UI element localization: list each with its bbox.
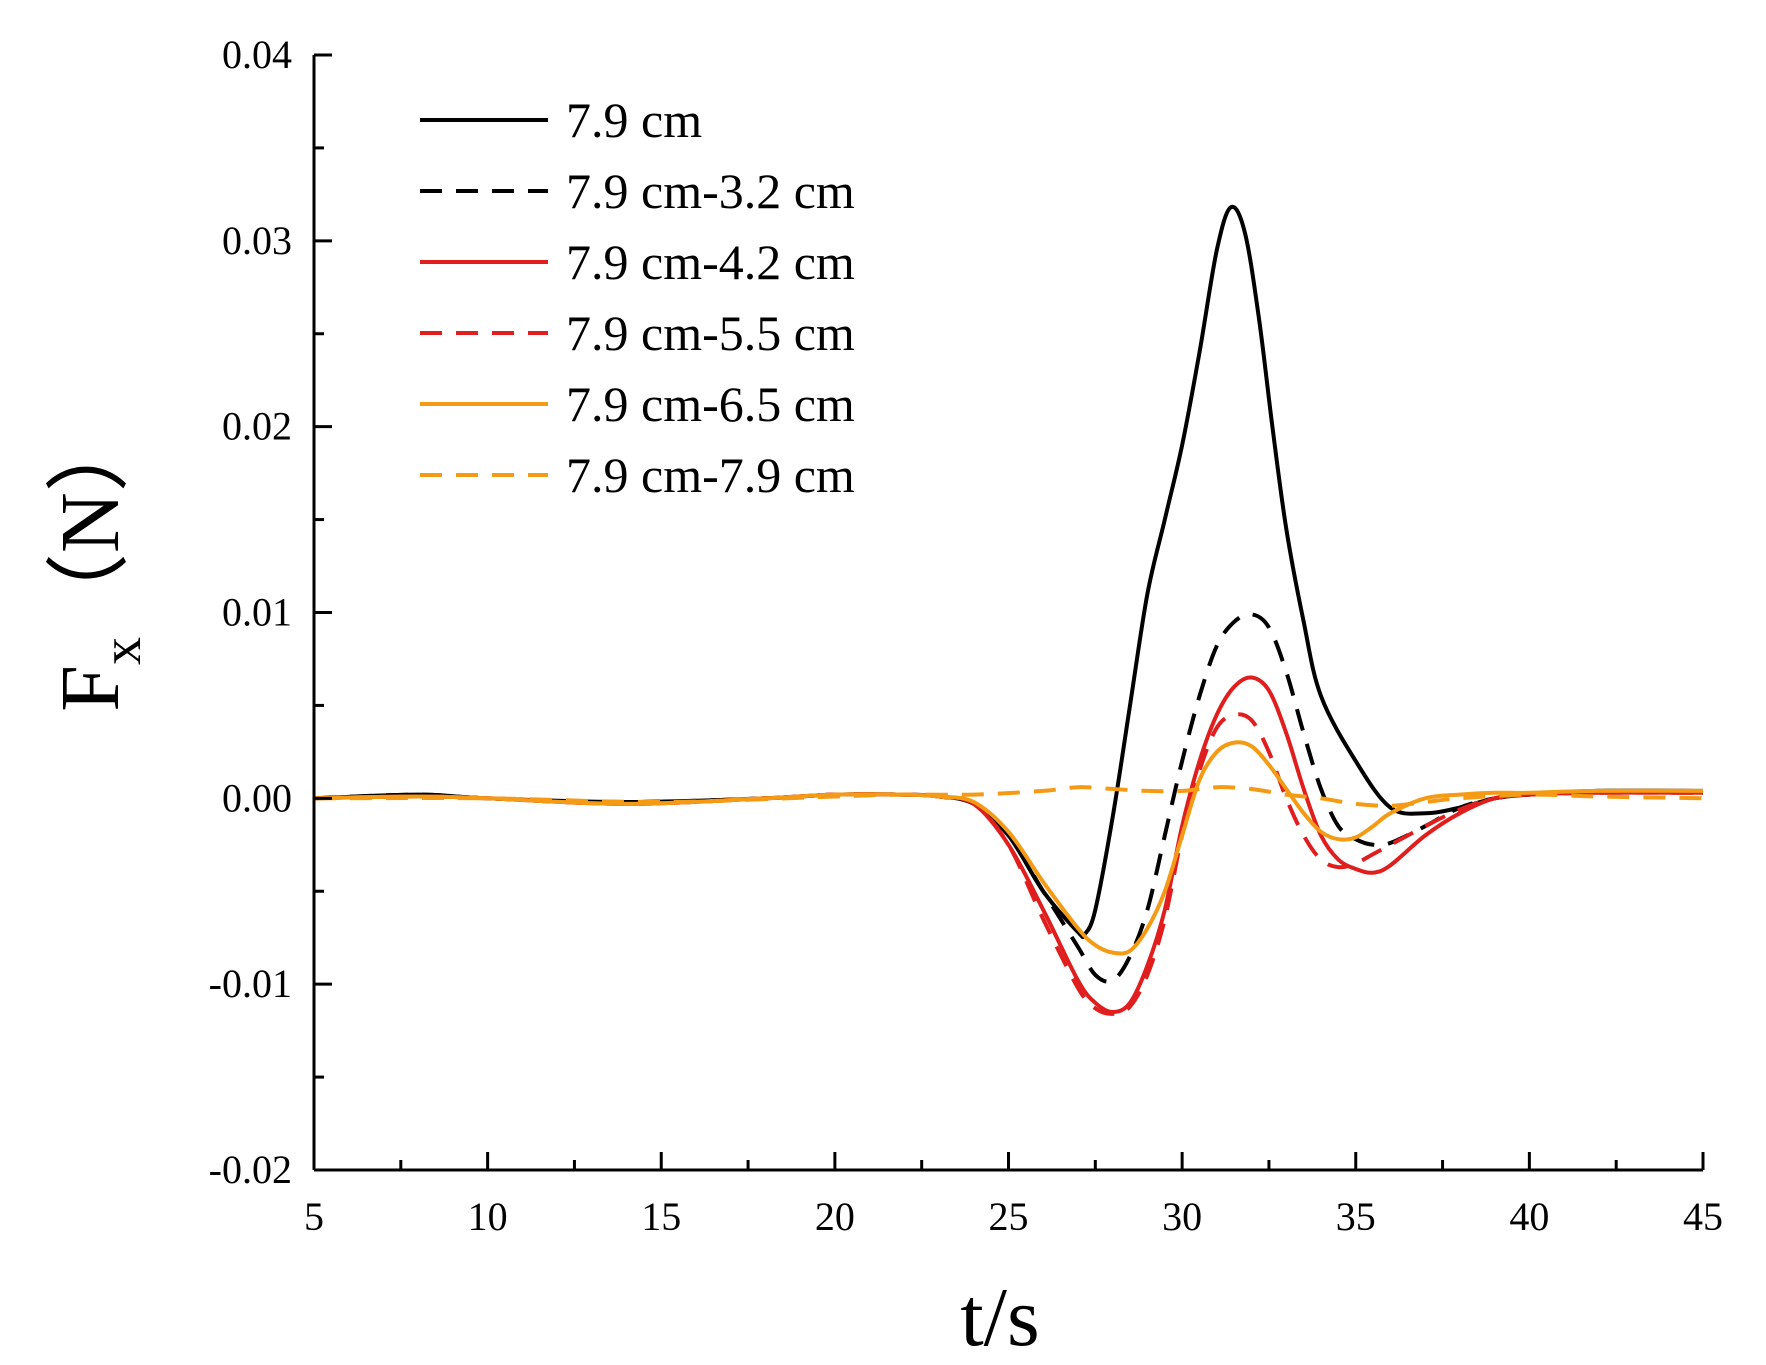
legend: 7.9 cm 7.9 cm-3.2 cm 7.9 cm-4.2 cm 7.9 cm-5… <box>420 92 855 503</box>
x-tick-label: 10 <box>468 1194 508 1239</box>
x-tick-label: 5 <box>304 1194 324 1239</box>
y-tick-label: 0.03 <box>222 218 292 263</box>
legend-label-6: 7.9 cm-7.9 cm <box>566 447 855 503</box>
x-axis-title: t/s <box>960 1271 1039 1364</box>
series-line-1 <box>313 204 1704 940</box>
y-tick-label: 0.02 <box>222 404 292 449</box>
ticks-layer <box>312 53 1705 1172</box>
legend-label-1: 7.9 cm <box>566 92 702 148</box>
x-tick-label: 40 <box>1509 1194 1549 1239</box>
legend-label-5: 7.9 cm-6.5 cm <box>566 376 855 432</box>
x-tick-label: 25 <box>989 1194 1029 1239</box>
y-tick-label: 0.04 <box>222 32 292 77</box>
y-tick-label: 0.01 <box>222 590 292 635</box>
series-line-6 <box>313 785 1704 808</box>
x-tick-label: 35 <box>1336 1194 1376 1239</box>
y-axis-title: Fx（N） <box>44 408 153 711</box>
y-tick-label: -0.01 <box>209 961 292 1006</box>
y-axis-title-main: F <box>44 665 137 712</box>
x-tick-label: 45 <box>1683 1194 1723 1239</box>
series-line-3 <box>313 675 1704 1014</box>
y-axis-title-subscript: x <box>91 637 153 665</box>
legend-label-4: 7.9 cm-5.5 cm <box>566 305 855 361</box>
series-line-4 <box>313 712 1704 1016</box>
axes-layer <box>312 55 1703 1172</box>
y-axis-title-unit: （N） <box>44 408 137 637</box>
y-tick-label: -0.02 <box>209 1147 292 1192</box>
y-axis-title-text: Fx（N） <box>44 408 153 711</box>
legend-label-2: 7.9 cm-3.2 cm <box>566 163 855 219</box>
x-tick-label: 30 <box>1162 1194 1202 1239</box>
x-tick-label: 15 <box>641 1194 681 1239</box>
y-tick-label: 0.00 <box>222 775 292 820</box>
x-tick-label: 20 <box>815 1194 855 1239</box>
tick-labels-layer: 5 10 15 20 25 30 35 40 45 -0.02 -0.01 0.00 0.01 0.02 0… <box>209 32 1723 1239</box>
legend-label-3: 7.9 cm-4.2 cm <box>566 234 855 290</box>
series-layer <box>313 204 1704 1016</box>
